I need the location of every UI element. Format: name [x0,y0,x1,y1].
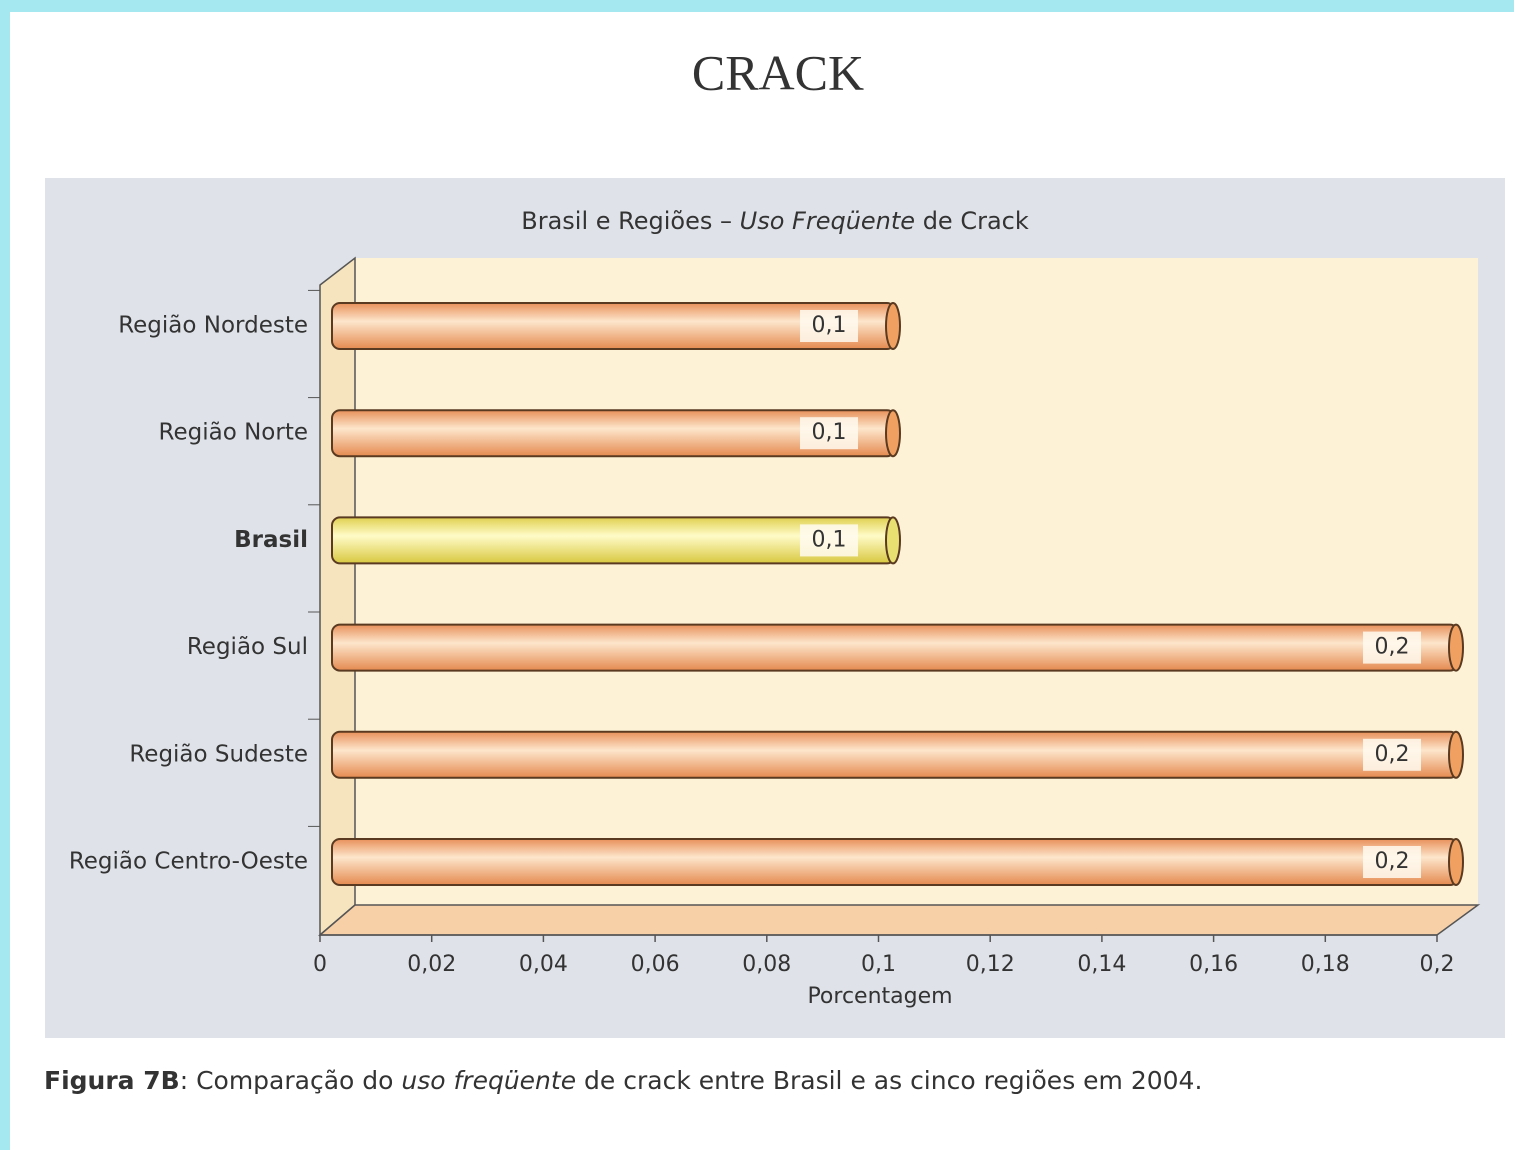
value-label-bg [1363,738,1421,771]
x-tick-label: 0,04 [519,952,568,977]
x-axis-label: Porcentagem [807,984,952,1009]
floor [317,904,1481,936]
value-label-bg [800,417,858,450]
y-tick-label: Região Nordeste [118,313,308,339]
bar [331,730,1459,779]
value-label-bg [1363,846,1421,878]
y-tick-label: Região Centro-Oeste [69,849,308,875]
caption-part: : Comparação do [180,1066,402,1095]
chart-title: Brasil e Regiões – Uso Freqüente de Crac… [521,207,1029,235]
x-tick-label: 0,06 [631,952,680,977]
x-tick-label: 0,08 [742,952,791,977]
x-tick-label: 0 [313,952,327,977]
x-tick-label: 0,1 [861,952,896,977]
x-tick-label: 0,02 [407,952,456,977]
value-label-bg [1363,631,1421,664]
bar-cap [885,516,901,565]
bar-cap [1448,838,1464,886]
bar [331,623,1459,672]
bar [331,838,1459,886]
bar-cap [1448,623,1464,672]
back-wall [355,258,1478,905]
bar-cap [885,409,901,458]
value-label: 0,1 [812,527,847,552]
value-label: 0,1 [812,420,847,445]
value-label: 0,2 [1375,742,1410,767]
value-label: 0,1 [812,313,847,338]
y-tick-label: Região Sul [187,634,308,660]
caption-part: uso freqüente [401,1066,576,1095]
title-part: de Crack [915,207,1029,235]
value-label-bg [800,310,858,342]
bar-cap [885,302,901,350]
caption-part: de crack entre Brasil e as cinco regiões… [576,1066,1202,1095]
title-part: Brasil e Regiões – [521,207,739,235]
x-tick-label: 0,14 [1077,952,1126,977]
x-tick-label: 0,16 [1189,952,1238,977]
x-tick-label: 0,2 [1420,952,1455,977]
value-label-bg [800,524,858,557]
y-tick-label: Região Norte [159,420,308,446]
x-tick-label: 0,18 [1301,952,1350,977]
caption: Figura 7B: Comparação do uso freqüente d… [44,1066,1202,1095]
side-wall [319,256,356,937]
x-tick-label: 0,12 [966,952,1015,977]
caption-part: Figura 7B [44,1066,180,1095]
y-tick-label: Região Sudeste [129,741,308,767]
bar-cap [1448,730,1464,779]
title-part: Uso Freqüente [740,207,915,235]
value-label: 0,2 [1375,849,1410,874]
heading: CRACK [692,44,864,100]
y-tick-label: Brasil [234,527,308,553]
value-label: 0,2 [1375,635,1410,660]
